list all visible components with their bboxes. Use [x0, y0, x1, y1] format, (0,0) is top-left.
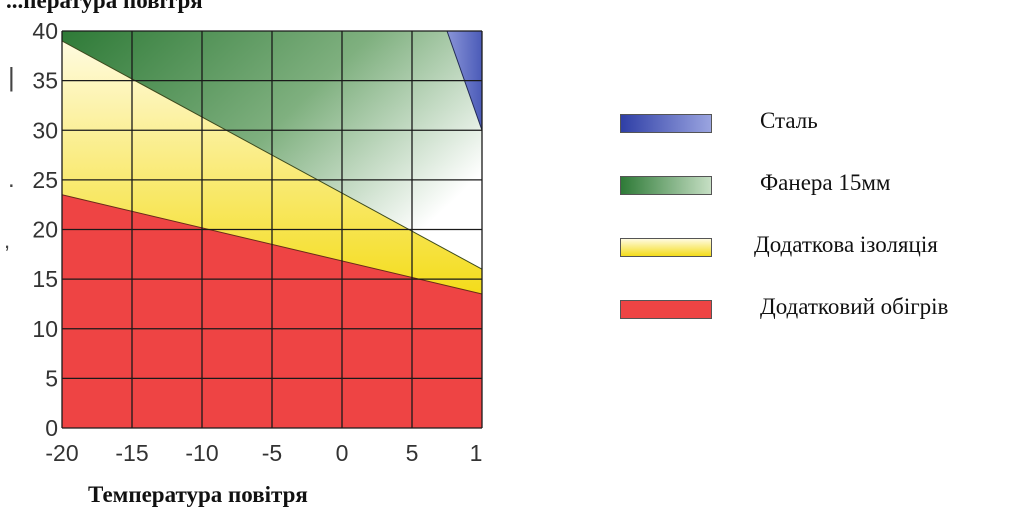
x-axis-title: Температура повітря: [88, 482, 308, 507]
y-tick-label-1: 5: [45, 365, 58, 391]
legend-label-heating: Додатковий обігрів: [760, 294, 949, 319]
x-tick-label-2: -10: [185, 440, 218, 466]
x-tick-label-4: 0: [336, 440, 349, 466]
legend-label-plywood: Фанера 15мм: [760, 170, 891, 195]
y-axis-dot-mark: .: [8, 166, 15, 193]
y-tick-label-7: 35: [32, 68, 58, 94]
x-tick-label-6: 1: [470, 440, 483, 466]
y-tick-label-5: 25: [32, 167, 58, 193]
y-axis-bar-mark: |: [8, 62, 15, 92]
y-tick-label-3: 15: [32, 266, 58, 292]
legend-swatch-steel: [620, 114, 712, 133]
y-tick-label-2: 10: [32, 316, 58, 342]
x-tick-label-3: -5: [262, 440, 282, 466]
y-tick-label-0: 0: [45, 415, 58, 441]
legend-swatch-plywood: [620, 176, 712, 195]
legend-label-insulation: Додаткова ізоляція: [754, 232, 938, 257]
y-tick-label-8: 40: [32, 18, 58, 44]
legend-swatch-heating: [620, 300, 712, 319]
chart-title-fragment: ...пература повітря: [6, 0, 203, 13]
legend-swatch-insulation: [620, 238, 712, 257]
x-tick-label-5: 5: [406, 440, 419, 466]
y-tick-label-6: 30: [32, 117, 58, 143]
y-tick-label-4: 20: [32, 217, 58, 243]
legend-label-steel: Сталь: [760, 108, 818, 133]
y-axis-comma-mark: ,: [4, 228, 11, 253]
x-tick-label-0: -20: [45, 440, 78, 466]
x-tick-label-1: -15: [115, 440, 148, 466]
